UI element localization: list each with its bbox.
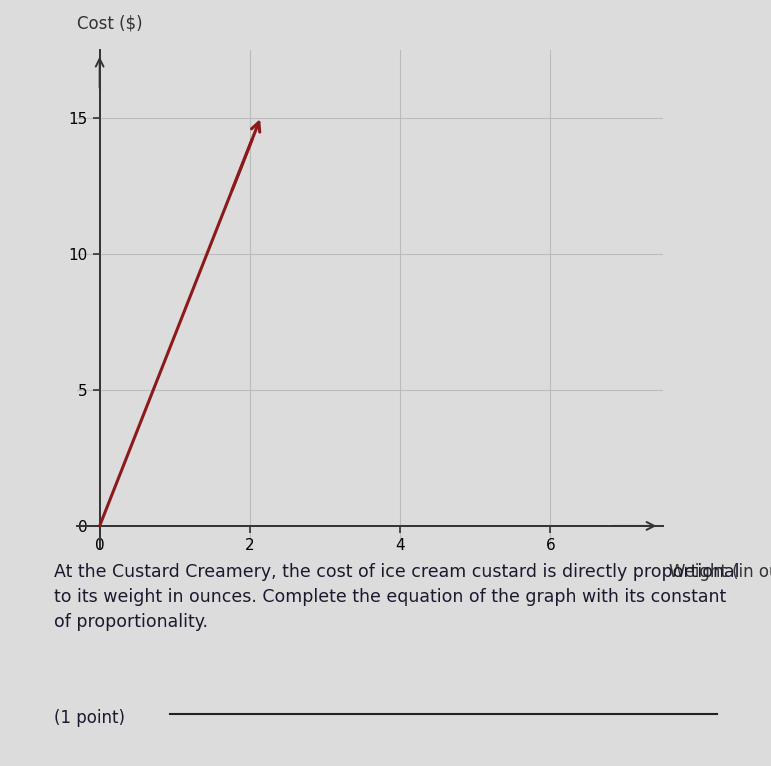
Text: (1 point): (1 point) <box>54 709 125 726</box>
Text: Weight (in ounces): Weight (in ounces) <box>669 562 771 581</box>
Text: At the Custard Creamery, the cost of ice cream custard is directly proportional
: At the Custard Creamery, the cost of ice… <box>54 563 739 631</box>
Text: Cost ($): Cost ($) <box>77 15 143 32</box>
